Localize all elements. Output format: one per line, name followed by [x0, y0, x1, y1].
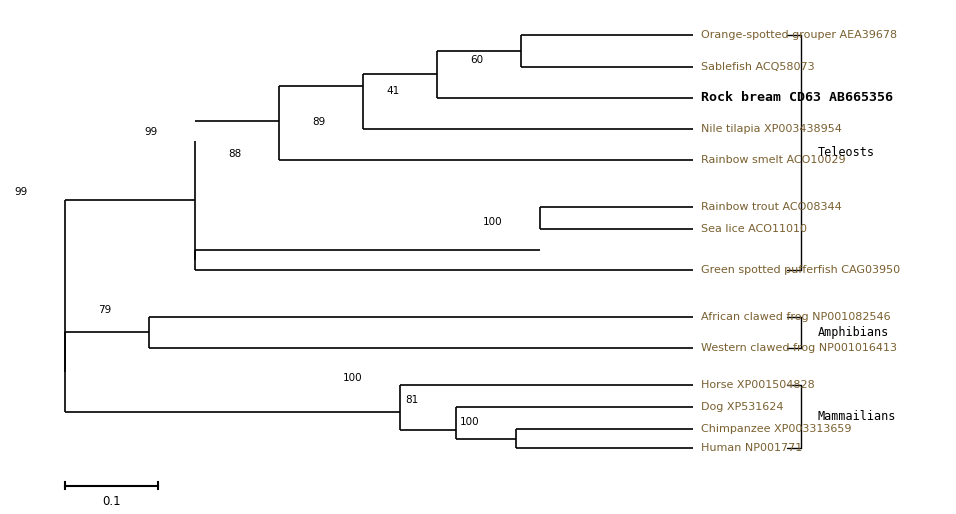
Text: 81: 81: [405, 395, 419, 405]
Text: 100: 100: [343, 373, 362, 383]
Text: Sea lice ACO11010: Sea lice ACO11010: [701, 224, 807, 234]
Text: 0.1: 0.1: [102, 495, 120, 508]
Text: 100: 100: [483, 217, 503, 227]
Text: Nile tilapia XP003438954: Nile tilapia XP003438954: [701, 124, 841, 134]
Text: Teleosts: Teleosts: [817, 146, 875, 159]
Text: 60: 60: [470, 55, 484, 65]
Text: Horse XP001504828: Horse XP001504828: [701, 380, 815, 391]
Text: 100: 100: [460, 417, 479, 427]
Text: Orange-spotted grouper AEA39678: Orange-spotted grouper AEA39678: [701, 30, 897, 41]
Text: Mammailians: Mammailians: [817, 410, 896, 423]
Text: Sablefish ACQ58073: Sablefish ACQ58073: [701, 62, 815, 71]
Text: Rock bream CD63 AB665356: Rock bream CD63 AB665356: [701, 91, 893, 104]
Text: 41: 41: [387, 86, 400, 96]
Text: Green spotted pufferfish CAG03950: Green spotted pufferfish CAG03950: [701, 265, 900, 275]
Text: Dog XP531624: Dog XP531624: [701, 402, 783, 412]
Text: Human NP001771: Human NP001771: [701, 443, 802, 453]
Text: Chimpanzee XP003313659: Chimpanzee XP003313659: [701, 424, 852, 434]
Text: Western clawed frog NP001016413: Western clawed frog NP001016413: [701, 343, 897, 353]
Text: 99: 99: [14, 187, 28, 197]
Text: Amphibians: Amphibians: [817, 326, 888, 339]
Text: Rainbow trout ACO08344: Rainbow trout ACO08344: [701, 203, 841, 212]
Text: 89: 89: [313, 117, 325, 127]
Text: 79: 79: [98, 305, 111, 315]
Text: Rainbow smelt ACO10029: Rainbow smelt ACO10029: [701, 155, 845, 166]
Text: 88: 88: [228, 149, 242, 158]
Text: African clawed frog NP001082546: African clawed frog NP001082546: [701, 311, 890, 322]
Text: 99: 99: [144, 127, 158, 137]
